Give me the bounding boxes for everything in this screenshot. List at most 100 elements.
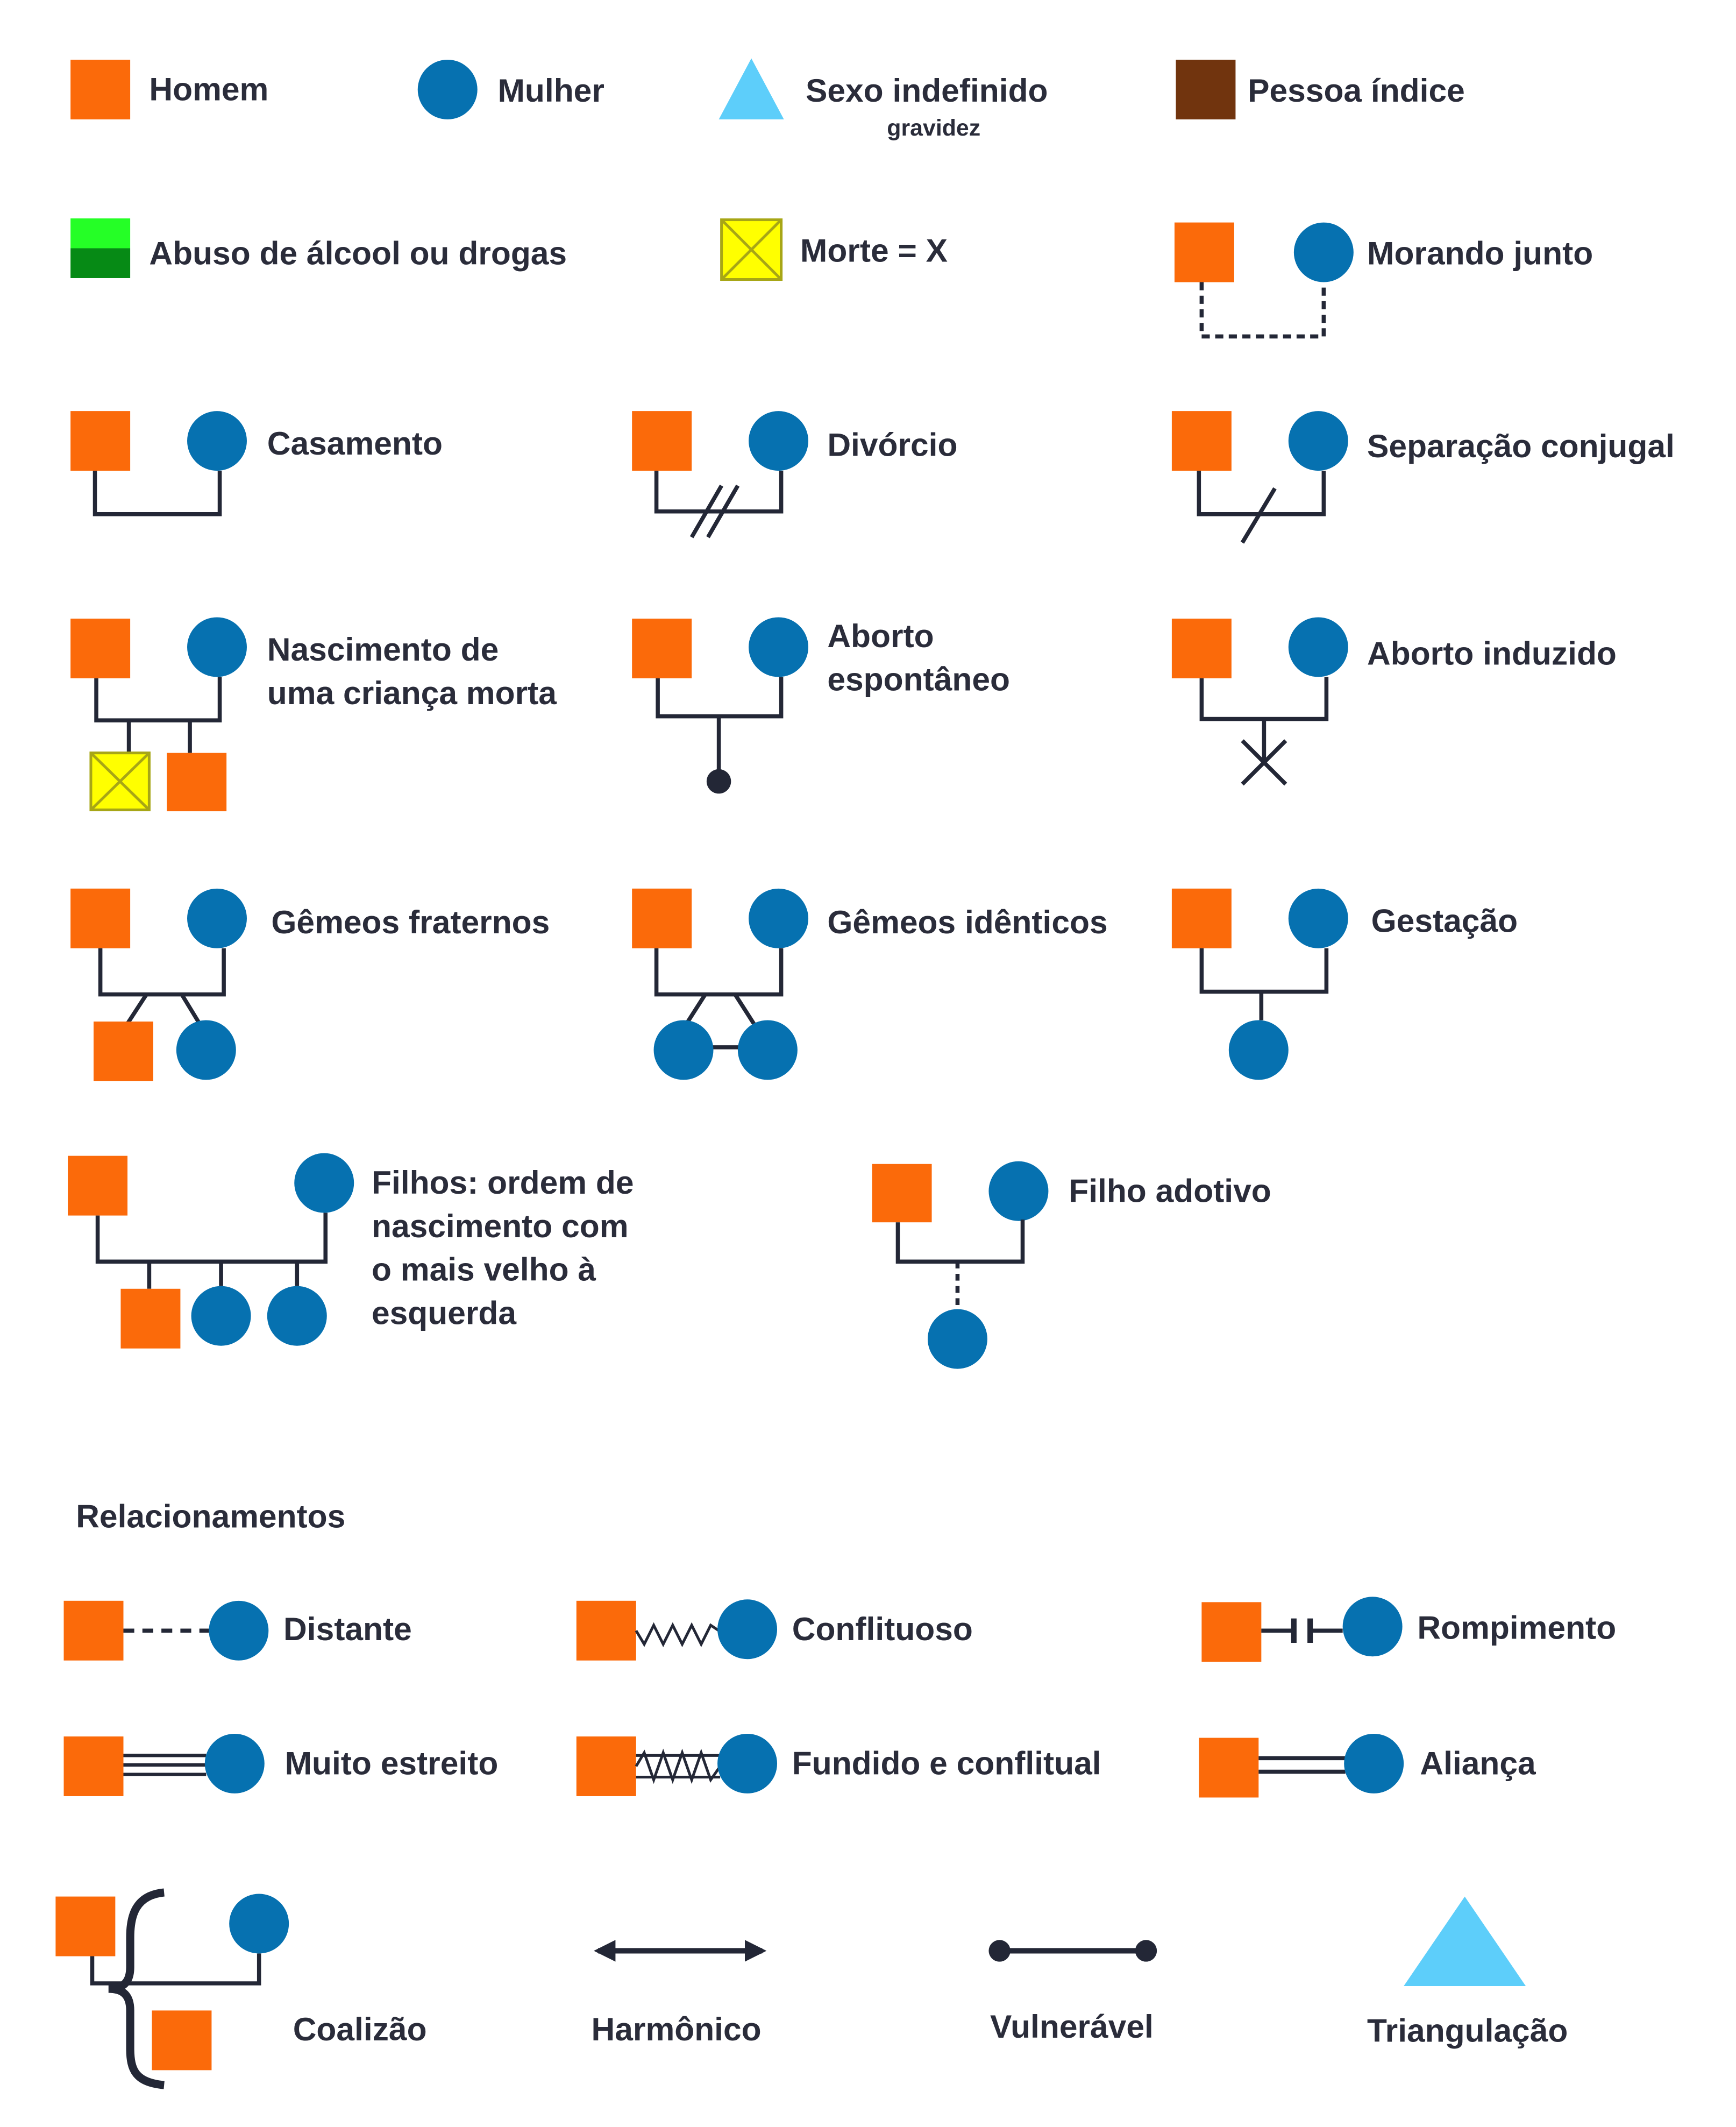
legend-abuso: Abuso de álcool ou drogas bbox=[70, 218, 567, 278]
male-square-icon bbox=[1201, 1602, 1262, 1662]
male-square-icon bbox=[632, 411, 692, 471]
female-circle-icon bbox=[1288, 411, 1348, 471]
male-square-icon bbox=[94, 1021, 153, 1081]
label-abuso: Abuso de álcool ou drogas bbox=[149, 235, 567, 272]
relationships-heading: Relacionamentos bbox=[76, 1498, 345, 1535]
label-nascimento-morta-1: Nascimento de bbox=[267, 631, 499, 668]
alliance-double-line bbox=[1258, 1756, 1346, 1774]
male-square-icon bbox=[1171, 618, 1232, 678]
female-circle-icon bbox=[1293, 222, 1354, 282]
label-filho-adotivo: Filho adotivo bbox=[1069, 1172, 1271, 1209]
legend-homem: Homem bbox=[70, 59, 268, 119]
rel-conflituoso: Conflituoso bbox=[576, 1599, 973, 1661]
female-circle-icon bbox=[187, 617, 247, 677]
label-fundido-conflitual: Fundido e conflitual bbox=[792, 1745, 1101, 1782]
rel-coalizao: Coalizão bbox=[55, 1888, 427, 2089]
separation-slash bbox=[1240, 487, 1277, 544]
label-morando-junto: Morando junto bbox=[1367, 235, 1593, 272]
label-gestacao: Gestação bbox=[1371, 903, 1518, 939]
label-nascimento-morta-2: uma criança morta bbox=[267, 675, 557, 711]
legend-filho-adotivo: Filho adotivo bbox=[872, 1161, 1271, 1369]
female-circle-icon bbox=[737, 1020, 798, 1080]
stillborn-square-icon bbox=[89, 751, 151, 812]
label-pessoa-indice: Pessoa índice bbox=[1248, 72, 1465, 109]
label-filhos-4: esquerda bbox=[372, 1294, 517, 1331]
legend-filhos-ordem: Filhos: ordem de nascimento com o mais v… bbox=[68, 1153, 634, 1349]
female-circle-icon bbox=[209, 1600, 269, 1661]
female-circle-icon bbox=[1288, 888, 1348, 948]
very-close-triple-line bbox=[123, 1754, 207, 1776]
label-separacao: Separação conjugal bbox=[1367, 428, 1675, 464]
legend-gemeos-fraternos: Gêmeos fraternos bbox=[70, 888, 550, 1081]
female-circle-icon bbox=[749, 617, 809, 677]
marriage-line bbox=[95, 1213, 328, 1264]
male-square-icon bbox=[68, 1155, 128, 1216]
miscarriage-dot-icon bbox=[706, 769, 731, 794]
rel-rompimento: Rompimento bbox=[1201, 1597, 1616, 1662]
divorce-slash-1 bbox=[689, 484, 723, 538]
legend-gestacao: Gestação bbox=[1171, 888, 1518, 1080]
twin-line bbox=[180, 993, 203, 1027]
curly-brace-icon bbox=[108, 1888, 165, 2089]
female-circle-icon bbox=[176, 1020, 236, 1080]
male-square-icon bbox=[632, 618, 692, 678]
male-square-icon bbox=[152, 2010, 212, 2071]
marriage-line bbox=[654, 471, 784, 514]
label-conflituoso: Conflituoso bbox=[792, 1611, 973, 1647]
twin-line bbox=[733, 993, 759, 1030]
cohabitation-dashed-line bbox=[1199, 282, 1326, 339]
female-circle-icon bbox=[927, 1309, 987, 1369]
male-square-icon bbox=[167, 753, 227, 812]
legend-divorcio: Divórcio bbox=[632, 411, 957, 538]
male-square-icon bbox=[1199, 1738, 1259, 1798]
marriage-line bbox=[1199, 948, 1329, 994]
rel-muito-estreito: Muito estreito bbox=[63, 1733, 499, 1796]
male-square-icon bbox=[70, 618, 131, 678]
triangulation-triangle-icon bbox=[1404, 1896, 1526, 1987]
male-square-icon bbox=[70, 59, 131, 119]
female-circle-icon bbox=[653, 1020, 714, 1080]
marriage-line bbox=[93, 471, 222, 516]
rel-fundido-conflitual: Fundido e conflitual bbox=[576, 1733, 1101, 1796]
legend-aborto-espontaneo: Aborto espontâneo bbox=[632, 617, 1010, 794]
label-aborto-espontaneo-1: Aborto bbox=[827, 618, 934, 654]
legend-aborto-induzido: Aborto induzido bbox=[1171, 617, 1617, 786]
label-alianca: Aliança bbox=[1420, 1745, 1536, 1782]
conflict-zigzag-line bbox=[635, 1622, 720, 1648]
label-muito-estreito: Muito estreito bbox=[285, 1745, 499, 1782]
label-morte: Morte = X bbox=[800, 232, 948, 269]
label-mulher: Mulher bbox=[498, 72, 604, 109]
legend-casamento: Casamento bbox=[70, 411, 443, 516]
female-circle-icon bbox=[229, 1894, 289, 1954]
label-harmonico: Harmônico bbox=[592, 2011, 762, 2047]
female-circle-icon bbox=[204, 1733, 265, 1793]
legend-mulher: Mulher bbox=[417, 59, 604, 119]
label-vulneravel: Vulnerável bbox=[990, 2008, 1154, 2045]
female-circle-icon bbox=[1288, 617, 1348, 677]
marriage-line bbox=[98, 948, 226, 997]
label-sexo-indefinido: Sexo indefinido bbox=[806, 72, 1048, 109]
male-square-icon bbox=[1171, 888, 1232, 948]
legend-gemeos-identicos: Gêmeos idênticos bbox=[632, 888, 1108, 1080]
male-square-icon bbox=[576, 1600, 636, 1661]
female-circle-icon bbox=[1228, 1020, 1289, 1080]
abuse-bottom-icon bbox=[70, 248, 131, 278]
label-coalizao: Coalizão bbox=[293, 2011, 427, 2047]
rel-alianca: Aliança bbox=[1199, 1733, 1536, 1798]
male-square-icon bbox=[55, 1896, 116, 1956]
female-circle-icon bbox=[267, 1286, 327, 1346]
label-rompimento: Rompimento bbox=[1417, 1609, 1616, 1646]
legend-morando-junto: Morando junto bbox=[1174, 222, 1593, 339]
male-square-icon bbox=[70, 411, 131, 471]
label-triangulacao: Triangulação bbox=[1367, 2012, 1568, 2048]
marriage-line bbox=[654, 948, 784, 997]
legend-nascimento-morta: Nascimento de uma criança morta bbox=[70, 617, 557, 812]
female-circle-icon bbox=[191, 1286, 251, 1346]
twin-line bbox=[124, 993, 148, 1027]
female-circle-icon bbox=[417, 59, 478, 119]
label-aborto-espontaneo-2: espontâneo bbox=[827, 661, 1010, 698]
marriage-line bbox=[895, 1220, 1025, 1264]
legend-separacao: Separação conjugal bbox=[1171, 411, 1675, 544]
male-square-icon bbox=[63, 1600, 124, 1661]
